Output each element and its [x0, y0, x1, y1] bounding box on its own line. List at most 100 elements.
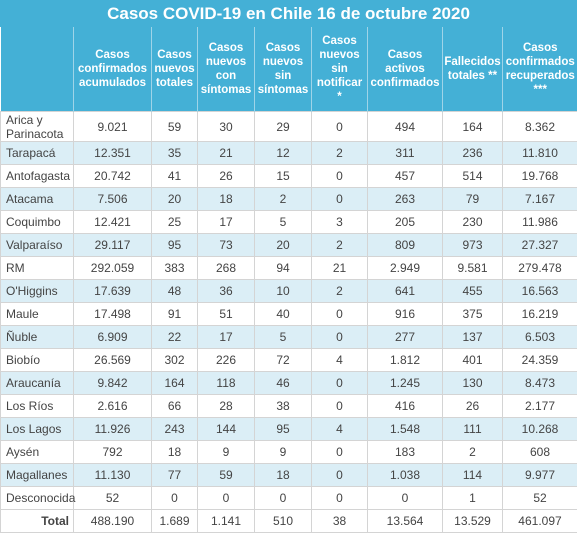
cell-new-symptomatic: 73: [198, 234, 255, 257]
cell-active: 311: [368, 142, 443, 165]
cell-deaths: 455: [443, 280, 503, 303]
cell-new-unreported: 21: [312, 257, 368, 280]
cell-new-symptomatic: 59: [198, 464, 255, 487]
total-deaths: 13.529: [443, 510, 503, 533]
cell-confirmed-cumulative: 17.639: [74, 280, 152, 303]
cell-new-total: 302: [152, 349, 198, 372]
cell-new-total: 59: [152, 112, 198, 142]
cell-region: Biobío: [1, 349, 74, 372]
cell-new-symptomatic: 26: [198, 165, 255, 188]
cell-new-total: 22: [152, 326, 198, 349]
cell-new-total: 77: [152, 464, 198, 487]
total-confirmed-cumulative: 488.190: [74, 510, 152, 533]
cell-recovered: 8.473: [503, 372, 577, 395]
cell-new-unreported: 2: [312, 280, 368, 303]
cell-new-total: 91: [152, 303, 198, 326]
cell-new-asymptomatic: 40: [255, 303, 312, 326]
cell-new-asymptomatic: 38: [255, 395, 312, 418]
cell-recovered: 19.768: [503, 165, 577, 188]
cell-confirmed-cumulative: 20.742: [74, 165, 152, 188]
cell-new-total: 20: [152, 188, 198, 211]
cell-region: Maule: [1, 303, 74, 326]
cell-region: Los Lagos: [1, 418, 74, 441]
total-new-unreported: 38: [312, 510, 368, 533]
cell-new-total: 243: [152, 418, 198, 441]
cell-new-asymptomatic: 29: [255, 112, 312, 142]
cell-recovered: 279.478: [503, 257, 577, 280]
covid-cases-table: Casos confirmados acumulados Casos nuevo…: [0, 27, 577, 533]
cell-active: 205: [368, 211, 443, 234]
cell-new-total: 383: [152, 257, 198, 280]
cell-new-unreported: 0: [312, 372, 368, 395]
cell-active: 183: [368, 441, 443, 464]
cell-new-asymptomatic: 2: [255, 188, 312, 211]
cell-confirmed-cumulative: 6.909: [74, 326, 152, 349]
cell-new-asymptomatic: 15: [255, 165, 312, 188]
cell-new-asymptomatic: 9: [255, 441, 312, 464]
cell-region: Antofagasta: [1, 165, 74, 188]
cell-region: Tarapacá: [1, 142, 74, 165]
cell-new-symptomatic: 21: [198, 142, 255, 165]
cell-region: Valparaíso: [1, 234, 74, 257]
cell-confirmed-cumulative: 9.021: [74, 112, 152, 142]
cell-new-unreported: 4: [312, 349, 368, 372]
header-deaths: Fallecidos totales **: [443, 27, 503, 112]
cell-confirmed-cumulative: 29.117: [74, 234, 152, 257]
cell-deaths: 137: [443, 326, 503, 349]
cell-active: 263: [368, 188, 443, 211]
cell-recovered: 10.268: [503, 418, 577, 441]
cell-deaths: 111: [443, 418, 503, 441]
cell-deaths: 9.581: [443, 257, 503, 280]
cell-new-asymptomatic: 95: [255, 418, 312, 441]
cell-new-asymptomatic: 18: [255, 464, 312, 487]
cell-new-total: 41: [152, 165, 198, 188]
cell-deaths: 114: [443, 464, 503, 487]
cell-new-symptomatic: 268: [198, 257, 255, 280]
cell-confirmed-cumulative: 11.130: [74, 464, 152, 487]
cell-deaths: 2: [443, 441, 503, 464]
cell-new-asymptomatic: 10: [255, 280, 312, 303]
cell-new-unreported: 0: [312, 303, 368, 326]
cell-region: Coquimbo: [1, 211, 74, 234]
cell-new-unreported: 0: [312, 395, 368, 418]
covid-table-screenshot: Casos COVID-19 en Chile 16 de octubre 20…: [0, 0, 577, 519]
cell-deaths: 401: [443, 349, 503, 372]
table-title: Casos COVID-19 en Chile 16 de octubre 20…: [0, 0, 577, 27]
cell-active: 457: [368, 165, 443, 188]
cell-new-asymptomatic: 72: [255, 349, 312, 372]
cell-new-total: 164: [152, 372, 198, 395]
cell-new-symptomatic: 51: [198, 303, 255, 326]
cell-active: 1.812: [368, 349, 443, 372]
header-active: Casos activos confirmados: [368, 27, 443, 112]
cell-new-asymptomatic: 5: [255, 211, 312, 234]
cell-recovered: 24.359: [503, 349, 577, 372]
cell-recovered: 27.327: [503, 234, 577, 257]
cell-new-symptomatic: 17: [198, 326, 255, 349]
cell-deaths: 26: [443, 395, 503, 418]
cell-new-unreported: 0: [312, 487, 368, 510]
cell-new-asymptomatic: 94: [255, 257, 312, 280]
cell-deaths: 230: [443, 211, 503, 234]
cell-confirmed-cumulative: 17.498: [74, 303, 152, 326]
cell-new-symptomatic: 28: [198, 395, 255, 418]
cell-deaths: 973: [443, 234, 503, 257]
cell-confirmed-cumulative: 292.059: [74, 257, 152, 280]
cell-new-total: 25: [152, 211, 198, 234]
cell-active: 1.245: [368, 372, 443, 395]
cell-new-total: 48: [152, 280, 198, 303]
cell-deaths: 514: [443, 165, 503, 188]
cell-new-total: 35: [152, 142, 198, 165]
header-new-asymptomatic: Casos nuevos sin síntomas: [255, 27, 312, 112]
cell-new-symptomatic: 36: [198, 280, 255, 303]
cell-new-total: 95: [152, 234, 198, 257]
header-new-unreported: Casos nuevos sin notificar *: [312, 27, 368, 112]
cell-region: Los Ríos: [1, 395, 74, 418]
cell-new-asymptomatic: 0: [255, 487, 312, 510]
cell-new-unreported: 0: [312, 165, 368, 188]
